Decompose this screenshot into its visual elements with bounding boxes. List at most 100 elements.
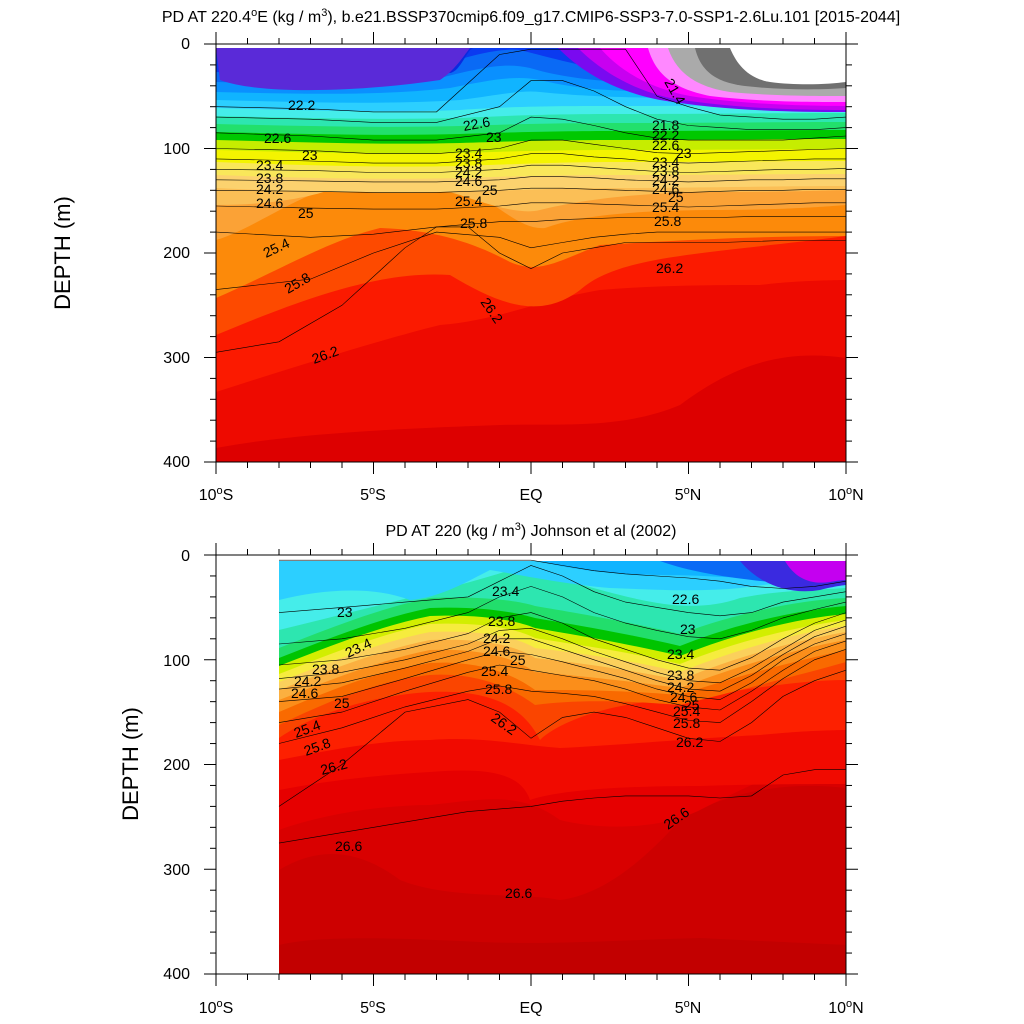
- top-contour-line: [216, 153, 846, 164]
- top-contour-label: 23.8: [256, 170, 283, 186]
- top-xtick-5n: 5oN: [675, 485, 702, 504]
- top-contour-line: [216, 226, 846, 353]
- top-contour-label: 23: [302, 147, 318, 163]
- bottom-contour-line: [278, 619, 846, 684]
- bottom-contour-label: 26.6: [335, 838, 362, 854]
- bottom-ytick-400: 400: [163, 966, 190, 983]
- panel-bottom: PD AT 220 (kg / m3) Johnson et al (2002): [118, 521, 864, 1017]
- top-ytick-300: 300: [163, 350, 190, 367]
- bottom-contour-label: 26.2: [676, 734, 703, 750]
- top-contour-label: 25.8: [460, 215, 487, 231]
- top-ytick-200: 200: [163, 245, 190, 262]
- bottom-contour-label: 25: [334, 695, 350, 711]
- bottom-contour-line: [278, 612, 846, 671]
- top-y-axis-label: DEPTH (m): [50, 196, 75, 310]
- top-contour-label: 24.6: [652, 181, 679, 197]
- top-contour-line: [216, 116, 846, 141]
- bottom-contour-label: 23.8: [667, 667, 694, 683]
- bottom-xtick-5s: 5oS: [360, 998, 386, 1017]
- top-contour-label: 24.2: [455, 164, 482, 180]
- bottom-contour-line: [278, 565, 846, 617]
- top-ytick-0: 0: [181, 36, 190, 53]
- top-contour-label: 23: [486, 129, 502, 145]
- top-contour-line: [216, 187, 846, 193]
- top-contour-line: [216, 202, 846, 210]
- bottom-contour-line: [278, 640, 846, 723]
- bottom-title: PD AT 220 (kg / m3) Johnson et al (2002): [385, 521, 676, 540]
- bottom-xtick-10s: 10oS: [199, 998, 234, 1017]
- top-contour-label: 23.4: [455, 145, 482, 161]
- bottom-ytick-200: 200: [163, 757, 190, 774]
- bottom-ytick-100: 100: [163, 653, 190, 670]
- top-contour-line: [216, 48, 846, 120]
- bottom-contour-label: 23: [337, 604, 353, 620]
- top-contour-label: 25: [668, 189, 684, 205]
- top-contour-label: 25.4: [455, 193, 482, 209]
- bottom-contour-line: [278, 633, 846, 702]
- bottom-contour-label: 24.2: [294, 673, 321, 689]
- bottom-contour-line: [278, 649, 846, 744]
- bottom-contour-label: 25.4: [481, 663, 508, 679]
- bottom-contour-line: [279, 559, 846, 589]
- bottom-contour-label: 24.2: [483, 630, 510, 646]
- bottom-contour-line: [278, 669, 846, 807]
- bottom-ticks: [204, 543, 858, 986]
- top-xtick-5s: 5oS: [360, 485, 386, 504]
- top-title: PD AT 220.4oE (kg / m3), b.e21.BSSP370cm…: [162, 7, 900, 26]
- top-contour-line: [216, 176, 846, 183]
- bottom-contour-label: 25.8: [673, 715, 700, 731]
- top-contour-label: 24.2: [256, 181, 283, 197]
- top-contour-line: [216, 80, 846, 130]
- top-contour-label: 22.2: [652, 127, 679, 143]
- bottom-contour-labels: 23 23.4 23.8 24.2 24.6 25 25.4 25.8 26.2…: [291, 583, 703, 901]
- top-xtick-10n: 10oN: [828, 485, 863, 504]
- bottom-contour-label: 24.6: [291, 685, 318, 701]
- top-contour-label: 23.8: [455, 155, 482, 171]
- bottom-contour-label: 23.8: [488, 613, 515, 629]
- top-xtick-10s: 10oS: [199, 485, 234, 504]
- bottom-contour-label: 26.6: [505, 885, 532, 901]
- top-contour-label: 24.6: [256, 195, 283, 211]
- bottom-contour-label: 25.4: [673, 703, 700, 719]
- top-contour-label: 24.2: [652, 172, 679, 188]
- bottom-contour-label: 23.8: [312, 661, 339, 677]
- top-contour-label: 22.6: [462, 113, 492, 134]
- bottom-ytick-300: 300: [163, 862, 190, 879]
- top-contour-label: 25.4: [652, 199, 679, 215]
- top-contour-label: 22.2: [288, 97, 315, 113]
- bottom-contour-label: 26.2: [319, 755, 350, 778]
- bottom-contour-label: 25: [684, 697, 700, 713]
- bottom-contour-label: 24.2: [667, 679, 694, 695]
- bottom-contour-label: 23.4: [667, 646, 694, 662]
- top-contour-label: 25: [482, 182, 498, 198]
- bottom-contour-label: 25: [510, 652, 526, 668]
- top-contour-line: [216, 216, 846, 238]
- top-xtick-eq: EQ: [519, 487, 542, 504]
- bottom-y-axis-label: DEPTH (m): [118, 707, 143, 821]
- top-ytick-100: 100: [163, 141, 190, 158]
- top-contour-label: 22.6: [652, 137, 679, 153]
- top-contour-label: 23.4: [652, 154, 679, 170]
- top-contour-line: [216, 164, 846, 173]
- bottom-contour-line: [278, 625, 846, 692]
- bottom-contour-label: 24.6: [670, 689, 697, 705]
- bottom-xtick-5n: 5oN: [675, 998, 702, 1017]
- top-ticks: [204, 32, 858, 474]
- bottom-xtick-eq: EQ: [519, 1000, 542, 1017]
- bottom-contour-label: 23: [680, 621, 696, 637]
- top-contour-label: 25.8: [654, 213, 681, 229]
- top-contour-label: 24.6: [455, 173, 482, 189]
- bottom-contour-label: 24.6: [483, 643, 510, 659]
- panel-top: PD AT 220.4oE (kg / m3), b.e21.BSSP370cm…: [50, 7, 900, 504]
- top-contour-labels: 22.2 22.6 23 23.4 23.8 24.2 24.6 25 25.4…: [256, 76, 692, 367]
- top-ytick-400: 400: [163, 454, 190, 471]
- top-contour-line: [216, 231, 846, 290]
- bottom-contour-line: [278, 769, 846, 844]
- top-contour-label: 22.6: [264, 130, 291, 146]
- top-contour-label: 23.4: [256, 157, 283, 173]
- bottom-ytick-0: 0: [181, 548, 190, 565]
- top-contour-label: 21.8: [652, 117, 679, 133]
- bottom-contour-label: 22.6: [672, 591, 699, 607]
- top-contour-label: 25: [298, 205, 314, 221]
